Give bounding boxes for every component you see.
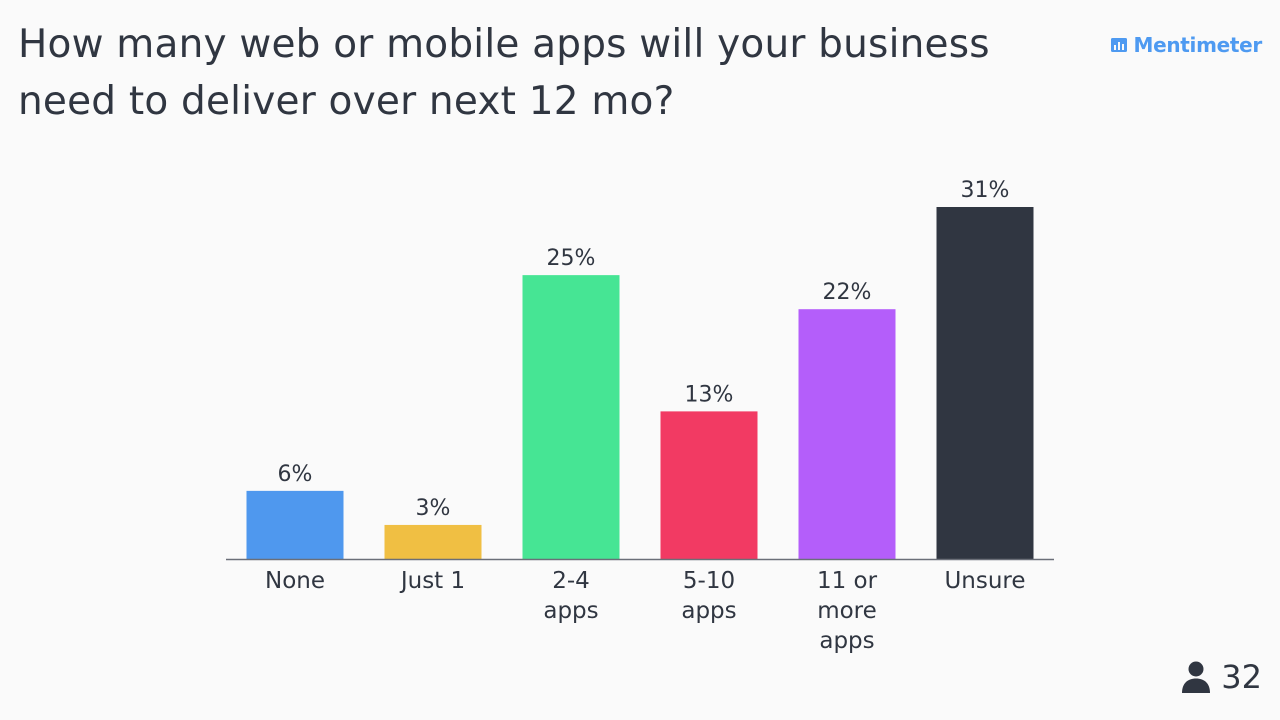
category-label: 2-4	[552, 568, 590, 594]
bar-chart-logo-icon	[1111, 38, 1128, 52]
participant-count: 32	[1221, 658, 1262, 696]
bar-3	[660, 411, 758, 559]
bar-value-label: 31%	[961, 178, 1010, 203]
brand-name: Mentimeter	[1133, 33, 1262, 57]
bar-1	[384, 524, 482, 559]
mentimeter-logo: Mentimeter	[1111, 33, 1262, 57]
category-label: Just 1	[399, 568, 465, 594]
person-icon	[1182, 661, 1211, 693]
category-label: 11 or	[817, 568, 878, 594]
category-label: apps	[681, 598, 736, 624]
bar-5	[936, 207, 1034, 559]
category-label: Unsure	[944, 568, 1025, 594]
bar-value-label: 25%	[547, 246, 596, 271]
bar-value-label: 22%	[823, 280, 872, 305]
category-label: apps	[543, 598, 598, 624]
participant-counter: 32	[1181, 658, 1262, 696]
category-label: apps	[819, 628, 874, 654]
bar-4	[798, 309, 896, 559]
category-label: 5-10	[683, 568, 735, 594]
bar-value-label: 3%	[416, 496, 451, 521]
category-label: more	[817, 598, 877, 624]
bar-value-label: 6%	[278, 462, 313, 487]
category-label: None	[265, 568, 325, 594]
bar-2	[522, 275, 620, 559]
page-title: How many web or mobile apps will your bu…	[18, 22, 990, 124]
bar-value-label: 13%	[685, 382, 734, 407]
bar-0	[246, 490, 344, 559]
